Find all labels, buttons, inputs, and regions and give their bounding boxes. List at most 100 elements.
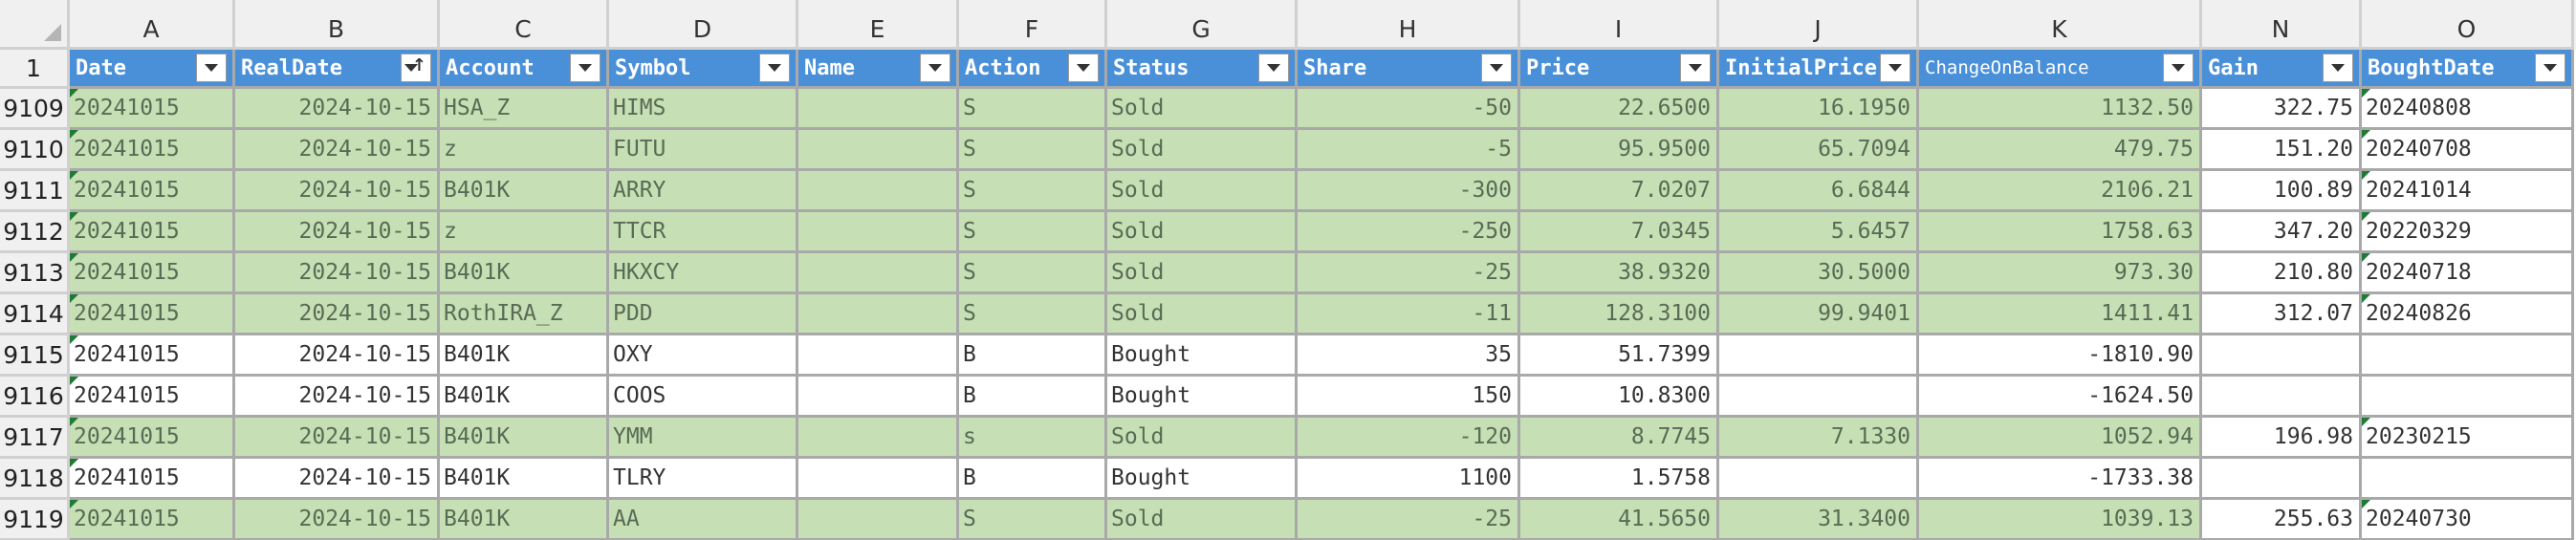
column-letter-c[interactable]: C: [440, 0, 609, 50]
cell-status[interactable]: Bought: [1107, 459, 1298, 500]
filter-dropdown-button[interactable]: ↑: [401, 54, 431, 82]
cell-price[interactable]: 22.6500: [1520, 89, 1719, 130]
cell-date[interactable]: 20241015: [70, 212, 235, 253]
cell-changeonbalance[interactable]: 1052.94: [1919, 418, 2202, 459]
cell-initialprice[interactable]: 5.6457: [1719, 212, 1919, 253]
column-letter-i[interactable]: I: [1520, 0, 1719, 50]
cell-gain[interactable]: 255.63: [2202, 500, 2362, 540]
cell-share[interactable]: 35: [1298, 335, 1520, 377]
cell-account[interactable]: B401K: [440, 377, 609, 418]
cell-account[interactable]: B401K: [440, 500, 609, 540]
header-share[interactable]: Share: [1298, 50, 1520, 89]
cell-initialprice[interactable]: [1719, 335, 1919, 377]
cell-realdate[interactable]: 2024-10-15: [235, 212, 440, 253]
header-initialprice[interactable]: InitialPrice: [1719, 50, 1919, 89]
filter-dropdown-button[interactable]: [1880, 54, 1910, 82]
cell-account[interactable]: B401K: [440, 253, 609, 294]
cell-gain[interactable]: [2202, 459, 2362, 500]
cell-share[interactable]: -300: [1298, 171, 1520, 212]
filter-dropdown-button[interactable]: [759, 54, 790, 82]
cell-account[interactable]: B401K: [440, 171, 609, 212]
cell-status[interactable]: Sold: [1107, 171, 1298, 212]
cell-price[interactable]: 10.8300: [1520, 377, 1719, 418]
cell-boughtdate[interactable]: 20230215: [2362, 418, 2574, 459]
cell-name[interactable]: [798, 335, 959, 377]
filter-dropdown-button[interactable]: [1068, 54, 1099, 82]
cell-status[interactable]: Sold: [1107, 212, 1298, 253]
cell-status[interactable]: Sold: [1107, 500, 1298, 540]
row-number[interactable]: 9116: [0, 377, 70, 418]
cell-date[interactable]: 20241015: [70, 335, 235, 377]
cell-share[interactable]: 1100: [1298, 459, 1520, 500]
cell-date[interactable]: 20241015: [70, 171, 235, 212]
column-letter-k[interactable]: K: [1919, 0, 2202, 50]
row-number[interactable]: 9117: [0, 418, 70, 459]
cell-price[interactable]: 128.3100: [1520, 294, 1719, 335]
cell-account[interactable]: B401K: [440, 335, 609, 377]
column-letter-f[interactable]: F: [959, 0, 1107, 50]
cell-action[interactable]: B: [959, 377, 1107, 418]
cell-price[interactable]: 38.9320: [1520, 253, 1719, 294]
header-changeonbalance[interactable]: ChangeOnBalance: [1919, 50, 2202, 89]
cell-gain[interactable]: 322.75: [2202, 89, 2362, 130]
cell-boughtdate[interactable]: 20240808: [2362, 89, 2574, 130]
cell-boughtdate[interactable]: 20241014: [2362, 171, 2574, 212]
filter-dropdown-button[interactable]: [196, 54, 227, 82]
cell-account[interactable]: RothIRA_Z: [440, 294, 609, 335]
cell-status[interactable]: Sold: [1107, 89, 1298, 130]
cell-status[interactable]: Sold: [1107, 253, 1298, 294]
cell-boughtdate[interactable]: 20240708: [2362, 130, 2574, 171]
cell-symbol[interactable]: OXY: [609, 335, 798, 377]
cell-realdate[interactable]: 2024-10-15: [235, 459, 440, 500]
cell-status[interactable]: Bought: [1107, 377, 1298, 418]
filter-dropdown-button[interactable]: [2535, 54, 2565, 82]
cell-name[interactable]: [798, 212, 959, 253]
row-number-1[interactable]: 1: [0, 50, 70, 89]
cell-price[interactable]: 7.0345: [1520, 212, 1719, 253]
cell-gain[interactable]: 100.89: [2202, 171, 2362, 212]
header-date[interactable]: Date: [70, 50, 235, 89]
column-letter-e[interactable]: E: [798, 0, 959, 50]
column-letter-b[interactable]: B: [235, 0, 440, 50]
cell-status[interactable]: Sold: [1107, 294, 1298, 335]
header-account[interactable]: Account: [440, 50, 609, 89]
cell-realdate[interactable]: 2024-10-15: [235, 418, 440, 459]
header-action[interactable]: Action: [959, 50, 1107, 89]
cell-action[interactable]: s: [959, 418, 1107, 459]
cell-initialprice[interactable]: 7.1330: [1719, 418, 1919, 459]
cell-action[interactable]: S: [959, 171, 1107, 212]
filter-dropdown-button[interactable]: [1680, 54, 1711, 82]
row-number[interactable]: 9115: [0, 335, 70, 377]
cell-price[interactable]: 95.9500: [1520, 130, 1719, 171]
cell-symbol[interactable]: FUTU: [609, 130, 798, 171]
header-symbol[interactable]: Symbol: [609, 50, 798, 89]
cell-account[interactable]: B401K: [440, 418, 609, 459]
cell-date[interactable]: 20241015: [70, 500, 235, 540]
cell-action[interactable]: B: [959, 459, 1107, 500]
select-all-corner[interactable]: [0, 0, 70, 50]
cell-account[interactable]: z: [440, 130, 609, 171]
row-number[interactable]: 9113: [0, 253, 70, 294]
cell-initialprice[interactable]: 65.7094: [1719, 130, 1919, 171]
cell-share[interactable]: -25: [1298, 500, 1520, 540]
header-price[interactable]: Price: [1520, 50, 1719, 89]
row-number[interactable]: 9111: [0, 171, 70, 212]
header-status[interactable]: Status: [1107, 50, 1298, 89]
cell-symbol[interactable]: TLRY: [609, 459, 798, 500]
cell-price[interactable]: 51.7399: [1520, 335, 1719, 377]
cell-action[interactable]: S: [959, 89, 1107, 130]
cell-price[interactable]: 41.5650: [1520, 500, 1719, 540]
cell-symbol[interactable]: ARRY: [609, 171, 798, 212]
cell-symbol[interactable]: COOS: [609, 377, 798, 418]
cell-date[interactable]: 20241015: [70, 253, 235, 294]
cell-name[interactable]: [798, 130, 959, 171]
cell-share[interactable]: -250: [1298, 212, 1520, 253]
cell-changeonbalance[interactable]: 1039.13: [1919, 500, 2202, 540]
cell-price[interactable]: 1.5758: [1520, 459, 1719, 500]
filter-dropdown-button[interactable]: [920, 54, 950, 82]
cell-symbol[interactable]: HIMS: [609, 89, 798, 130]
cell-share[interactable]: -25: [1298, 253, 1520, 294]
cell-action[interactable]: S: [959, 294, 1107, 335]
cell-account[interactable]: z: [440, 212, 609, 253]
cell-realdate[interactable]: 2024-10-15: [235, 253, 440, 294]
